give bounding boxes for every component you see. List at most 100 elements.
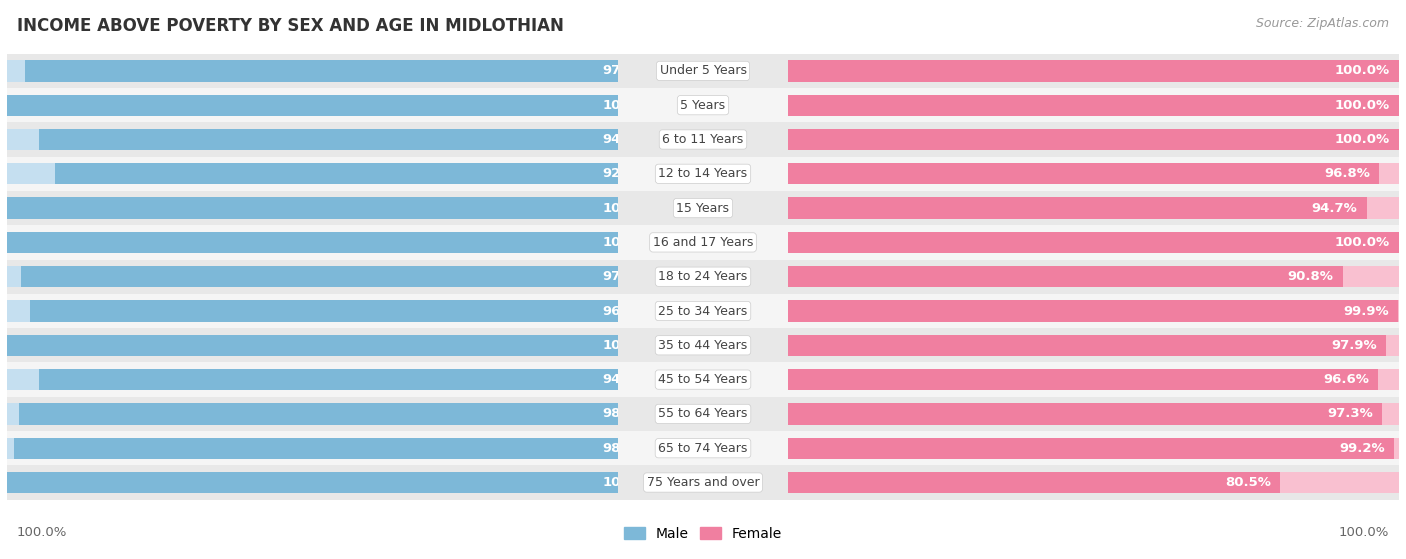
Text: 16 and 17 Years: 16 and 17 Years [652, 236, 754, 249]
Bar [7, 197, 617, 219]
Text: 94.7%: 94.7% [1312, 202, 1357, 215]
Bar [7, 328, 648, 362]
Bar [617, 431, 789, 465]
Text: 90.8%: 90.8% [1288, 270, 1334, 283]
Text: 99.2%: 99.2% [1340, 442, 1385, 454]
Bar [789, 94, 1399, 116]
Bar [617, 362, 789, 397]
Text: 94.8%: 94.8% [602, 133, 648, 146]
Bar [7, 403, 617, 424]
Bar [758, 431, 1399, 465]
Text: 65 to 74 Years: 65 to 74 Years [658, 442, 748, 454]
Text: 25 to 34 Years: 25 to 34 Years [658, 305, 748, 318]
Bar [21, 266, 617, 287]
Bar [39, 129, 617, 150]
Text: 5 Years: 5 Years [681, 99, 725, 112]
Bar [789, 335, 1386, 356]
Bar [789, 197, 1367, 219]
Bar [758, 88, 1399, 122]
Bar [789, 197, 1399, 219]
Text: 98.0%: 98.0% [602, 408, 648, 420]
Bar [758, 362, 1399, 397]
Bar [7, 94, 617, 116]
Bar [758, 54, 1399, 88]
Bar [617, 157, 789, 191]
Text: Under 5 Years: Under 5 Years [659, 64, 747, 77]
Bar [7, 465, 648, 500]
Bar [7, 197, 617, 219]
Text: 100.0%: 100.0% [1334, 133, 1389, 146]
Bar [7, 191, 648, 225]
Text: 97.1%: 97.1% [602, 64, 648, 77]
Legend: Male, Female: Male, Female [619, 522, 787, 547]
Bar [789, 369, 1399, 390]
Bar [789, 266, 1399, 287]
Bar [7, 157, 648, 191]
Text: 97.7%: 97.7% [602, 270, 648, 283]
Text: 96.6%: 96.6% [1323, 373, 1369, 386]
Bar [789, 369, 1378, 390]
Text: INCOME ABOVE POVERTY BY SEX AND AGE IN MIDLOTHIAN: INCOME ABOVE POVERTY BY SEX AND AGE IN M… [17, 17, 564, 35]
Text: 12 to 14 Years: 12 to 14 Years [658, 167, 748, 181]
Bar [758, 225, 1399, 259]
Bar [7, 163, 617, 184]
Text: 15 Years: 15 Years [676, 202, 730, 215]
Text: Source: ZipAtlas.com: Source: ZipAtlas.com [1256, 17, 1389, 30]
Bar [7, 60, 617, 82]
Bar [7, 431, 648, 465]
Bar [7, 397, 648, 431]
Text: 100.0%: 100.0% [1334, 64, 1389, 77]
Bar [7, 294, 648, 328]
Bar [7, 94, 617, 116]
Text: 18 to 24 Years: 18 to 24 Years [658, 270, 748, 283]
Bar [789, 300, 1399, 321]
Text: 100.0%: 100.0% [17, 527, 67, 539]
Bar [758, 191, 1399, 225]
Text: 94.8%: 94.8% [602, 373, 648, 386]
Text: 100.0%: 100.0% [1334, 99, 1389, 112]
Bar [789, 60, 1399, 82]
Text: 100.0%: 100.0% [602, 99, 658, 112]
Bar [7, 266, 617, 287]
Bar [7, 232, 617, 253]
Bar [758, 122, 1399, 157]
Bar [789, 403, 1382, 424]
Bar [789, 335, 1399, 356]
Text: 35 to 44 Years: 35 to 44 Years [658, 339, 748, 352]
Bar [789, 438, 1395, 459]
Bar [7, 335, 617, 356]
Bar [25, 60, 617, 82]
Bar [617, 225, 789, 259]
Text: 97.9%: 97.9% [1331, 339, 1376, 352]
Text: 45 to 54 Years: 45 to 54 Years [658, 373, 748, 386]
Bar [789, 163, 1379, 184]
Bar [789, 438, 1399, 459]
Bar [7, 129, 617, 150]
Bar [789, 163, 1399, 184]
Bar [617, 294, 789, 328]
Bar [7, 335, 617, 356]
Bar [758, 294, 1399, 328]
Bar [30, 300, 617, 321]
Bar [617, 465, 789, 500]
Text: 80.5%: 80.5% [1225, 476, 1271, 489]
Text: 55 to 64 Years: 55 to 64 Years [658, 408, 748, 420]
Bar [617, 122, 789, 157]
Bar [20, 403, 617, 424]
Bar [758, 397, 1399, 431]
Bar [617, 54, 789, 88]
Bar [7, 369, 617, 390]
Text: 100.0%: 100.0% [602, 339, 658, 352]
Bar [758, 465, 1399, 500]
Bar [617, 88, 789, 122]
Bar [7, 232, 617, 253]
Text: 96.8%: 96.8% [1324, 167, 1371, 181]
Bar [7, 362, 648, 397]
Bar [789, 232, 1399, 253]
Bar [789, 60, 1399, 82]
Bar [789, 94, 1399, 116]
Text: 98.8%: 98.8% [602, 442, 648, 454]
Text: 75 Years and over: 75 Years and over [647, 476, 759, 489]
Bar [7, 122, 648, 157]
Bar [758, 259, 1399, 294]
